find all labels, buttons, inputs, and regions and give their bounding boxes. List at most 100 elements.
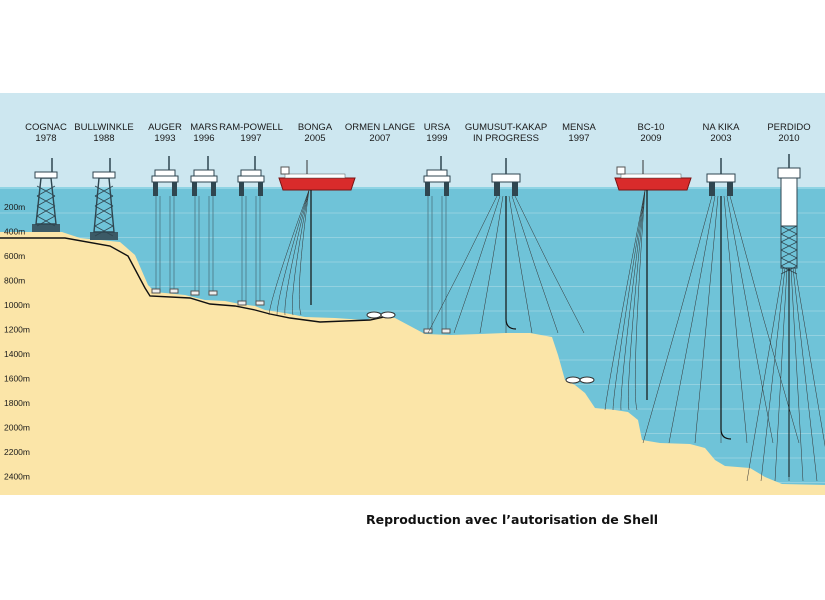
mooring-line [668,195,716,444]
jacket-base [32,224,60,232]
depth-label: 1000m [4,300,30,310]
column [425,182,430,196]
mooring-line [479,195,504,334]
vessel-deck [620,173,682,179]
mooring-line [508,195,533,334]
mooring-line [642,195,713,444]
platform-structures [32,154,825,482]
sky-band [0,93,825,188]
semi-submersible [642,158,800,444]
topsides [777,167,801,179]
anchor [423,328,433,334]
semi-submersible [427,158,585,334]
mooring-line [790,267,804,482]
column [494,182,500,196]
truss-brace [780,249,798,259]
anchor [208,290,218,296]
mooring-line [628,189,646,411]
column [258,182,263,196]
mooring-line [620,189,646,411]
tlp-platform [237,156,265,306]
jacket-brace [94,205,114,217]
jacket-brace [36,215,56,227]
vessel-bridge [280,166,290,175]
mooring-line [774,267,788,482]
mooring-line [746,267,784,482]
topsides [423,175,451,183]
jacket-platform [90,158,118,240]
anchor [169,288,179,294]
jacket-brace [94,215,114,227]
platform-name: BC-10 [638,122,665,133]
column [211,182,216,196]
mooring-line [427,195,498,334]
mooring-line [729,195,800,444]
mooring-line [792,267,818,482]
fpso-vessel [604,160,692,411]
depth-label: 1800m [4,398,30,408]
depth-label: 800m [4,276,25,286]
upper-deck [426,169,448,177]
depth-label: 1600m [4,374,30,384]
depth-label: 2400m [4,472,30,482]
topsides [151,175,179,183]
credit-text: Reproduction avec l’autorisation de Shel… [366,512,659,527]
depth-label: 200m [4,202,25,212]
vessel-hull [614,177,692,191]
mooring-line [612,189,646,411]
truss-brace [780,233,798,243]
platform-name: BULLWINKLE [74,122,133,133]
platform-year: 2009 [640,133,661,144]
tlp-platform [151,156,179,294]
topsides [34,171,58,179]
platform-name: NA KIKA [703,122,741,133]
subsea-template [380,311,396,319]
column [153,182,158,196]
mooring-line [298,189,310,316]
tlp-platform [190,156,218,296]
column [172,182,177,196]
platform-name: MENSA [562,122,596,133]
anchor [190,290,200,296]
platform-name: PERDIDO [767,122,810,133]
upper-deck [240,169,262,177]
mooring-line [794,267,825,448]
anchor [255,300,265,306]
truss-brace [780,225,798,235]
tlp-platform [423,156,451,334]
platform-year: 1997 [568,133,589,144]
platform-year: 1978 [35,133,56,144]
mooring-line [276,189,310,316]
platform-name: MARS [190,122,217,133]
topsides [491,173,521,183]
vessel-bridge [616,166,626,175]
platform-year: 2005 [304,133,325,144]
riser [720,196,732,440]
upper-deck [193,169,215,177]
platform-year: 1988 [93,133,114,144]
jacket-platform [32,158,60,232]
vessel-hull [278,177,356,191]
depth-label: 2000m [4,423,30,433]
export-pipeline [0,237,385,323]
upper-deck [154,169,176,177]
fpso-vessel [268,160,356,316]
column [727,182,733,196]
depth-scale: 200m 400m 600m 800m 1000m 1200m 1400m 1600m 1800… [4,202,30,482]
anchor [151,288,161,294]
subsea-system [366,311,396,319]
depth-label: 600m [4,251,25,261]
topsides [237,175,265,183]
platform-name: ORMEN LANGE [345,122,415,133]
subsea-template [565,376,581,384]
subsea-system [565,376,595,384]
platform-name: BONGA [298,122,333,133]
column [512,182,518,196]
anchor [237,300,247,306]
seabed [0,232,825,495]
platform-year: 2003 [710,133,731,144]
spar-platform [746,154,825,482]
depth-label: 1200m [4,325,30,335]
anchor [441,328,451,334]
column [709,182,715,196]
